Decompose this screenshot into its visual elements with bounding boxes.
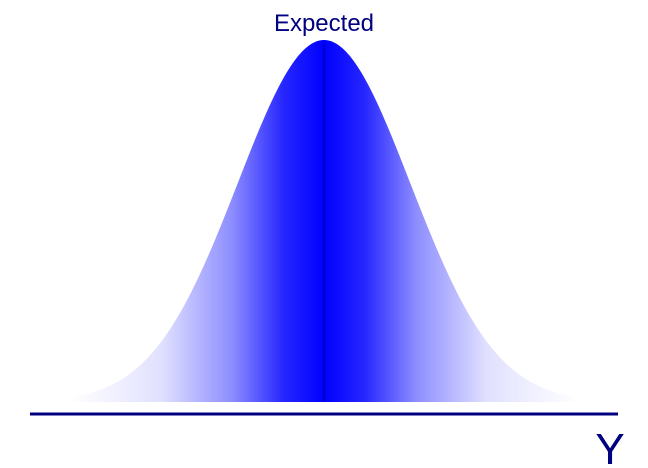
expected-label: Expected xyxy=(274,10,374,37)
y-axis-label: Y xyxy=(595,425,624,468)
